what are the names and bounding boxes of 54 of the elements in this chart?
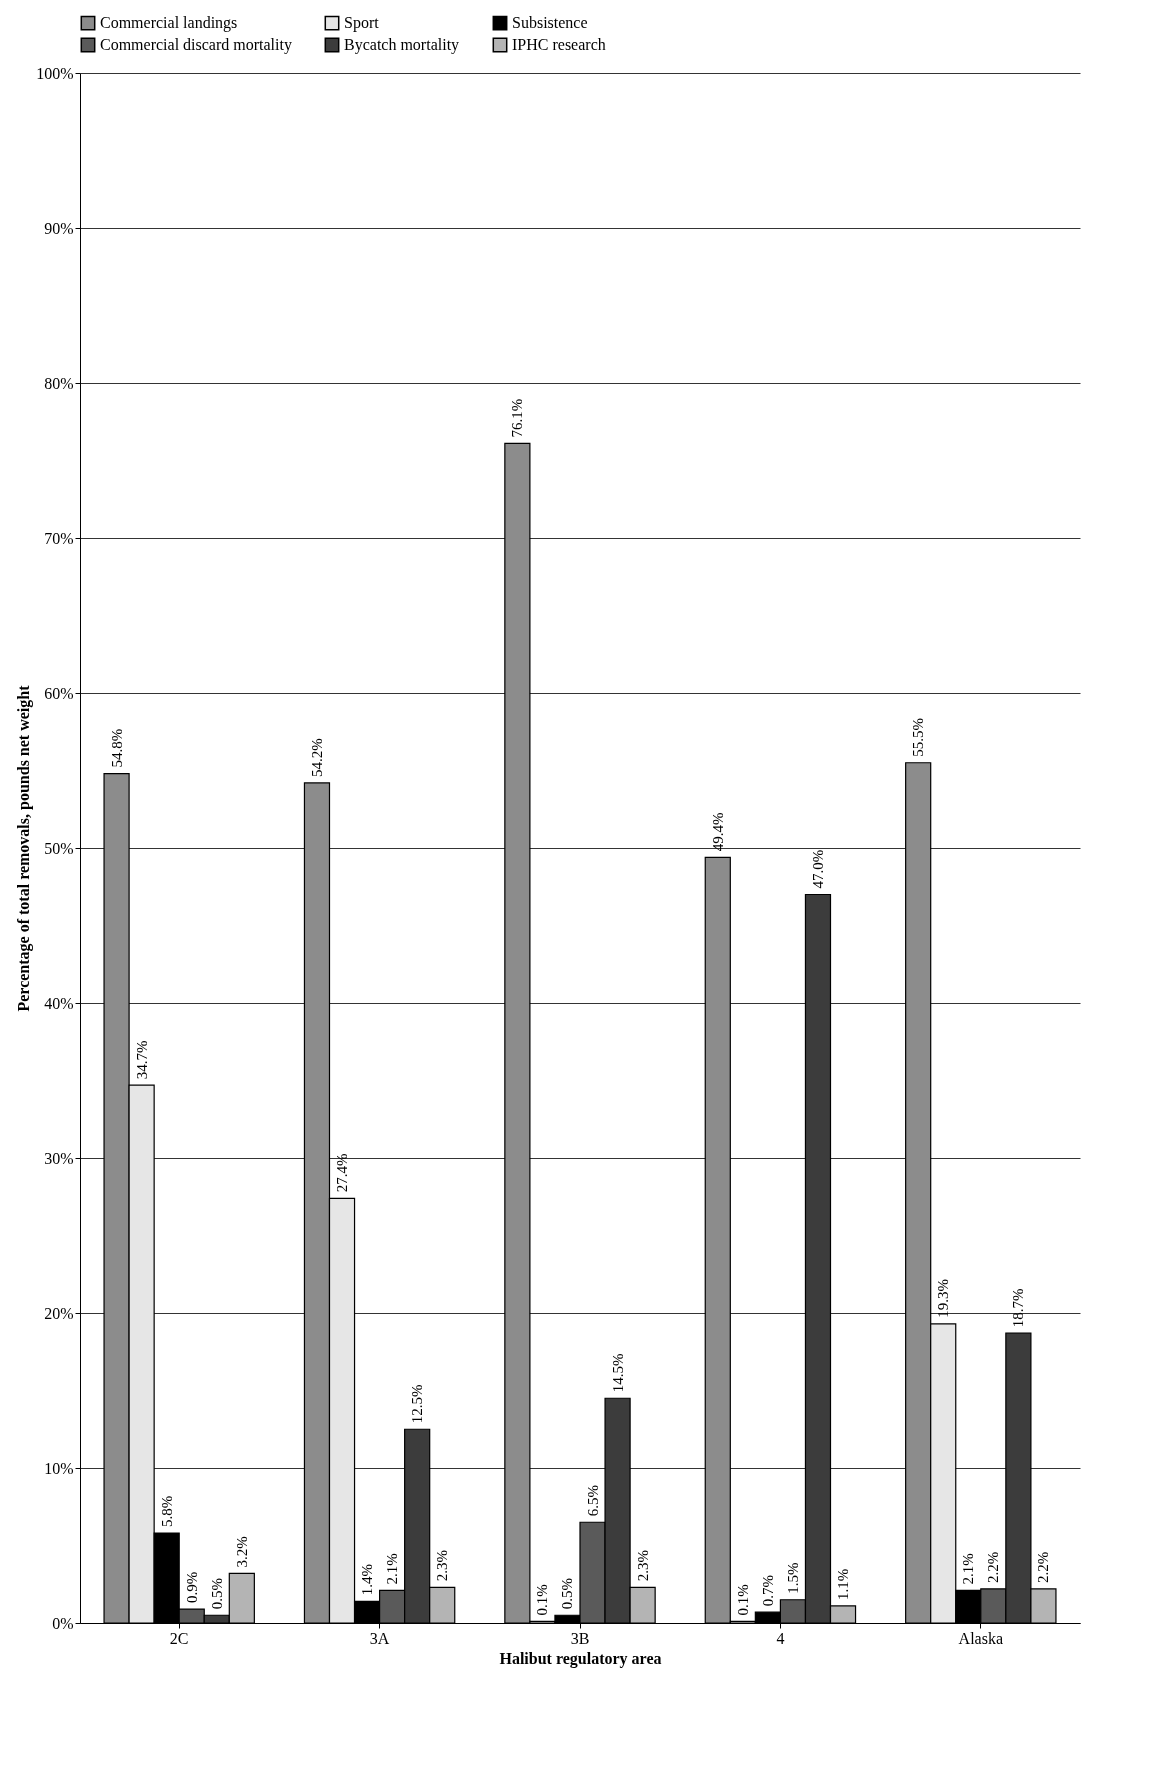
data-label: 76.1% [509, 398, 526, 438]
y-axis-title: Percentage of total removals, pounds net weight [15, 684, 34, 1012]
x-tick-label: 3A [369, 1629, 390, 1647]
data-label: 54.8% [108, 728, 125, 768]
data-label: 5.8% [158, 1495, 175, 1528]
y-tick-label: 50% [44, 839, 74, 857]
legend-label: IPHC research [512, 36, 606, 53]
data-label: 18.7% [1010, 1288, 1027, 1328]
y-tick-label: 90% [44, 219, 74, 237]
data-label: 12.5% [409, 1384, 426, 1424]
y-tick-label: 80% [44, 374, 74, 392]
data-label: 1.1% [835, 1568, 852, 1600]
data-label: 0.7% [759, 1574, 776, 1607]
x-tick-label: 3B [570, 1629, 590, 1647]
data-label: 54.2% [308, 738, 325, 777]
legend-label: Commercial discard mortality [100, 36, 292, 54]
legend-label: Commercial landings [100, 14, 238, 33]
data-label: 3.2% [233, 1536, 250, 1568]
data-label: 47.0% [809, 849, 826, 889]
data-label: 55.5% [910, 718, 927, 757]
x-tick-label: Alaska [958, 1629, 1004, 1647]
data-label: 0.5% [559, 1578, 576, 1610]
data-label: 19.3% [935, 1279, 952, 1318]
data-label: 0.1% [734, 1584, 751, 1616]
data-label: 49.4% [709, 812, 726, 852]
y-tick-label: 30% [44, 1149, 74, 1167]
data-label: 2.3% [634, 1550, 651, 1582]
data-label: 2.1% [384, 1553, 401, 1585]
y-tick-label: 20% [44, 1304, 74, 1322]
x-tick-label: 2C [169, 1629, 189, 1647]
data-label: 0.9% [183, 1571, 200, 1604]
data-label: 2.2% [1035, 1551, 1052, 1583]
y-tick-label: 0% [52, 1614, 74, 1632]
legend-label: Bycatch mortality [344, 36, 460, 54]
data-label: 27.4% [334, 1153, 351, 1193]
x-axis-title: Halibut regulatory area [499, 1649, 662, 1668]
y-tick-label: 70% [44, 529, 74, 547]
x-tick-label: 4 [776, 1629, 785, 1647]
data-label: 0.5% [208, 1578, 225, 1610]
y-tick-label: 60% [44, 684, 74, 702]
data-label: 1.5% [784, 1562, 801, 1594]
data-label: 1.4% [359, 1564, 376, 1596]
data-label: 34.7% [133, 1040, 150, 1080]
data-label: 14.5% [609, 1353, 626, 1393]
data-label: 0.1% [534, 1584, 551, 1616]
data-label: 2.1% [960, 1553, 977, 1585]
y-tick-label: 100% [36, 64, 74, 82]
legend-label: Subsistence [512, 14, 588, 32]
data-label: 2.3% [434, 1550, 451, 1582]
data-label: 6.5% [584, 1485, 601, 1517]
y-tick-label: 10% [44, 1459, 74, 1477]
data-label: 2.2% [985, 1551, 1002, 1583]
legend-label: Sport [344, 14, 380, 33]
y-tick-label: 40% [44, 994, 74, 1012]
